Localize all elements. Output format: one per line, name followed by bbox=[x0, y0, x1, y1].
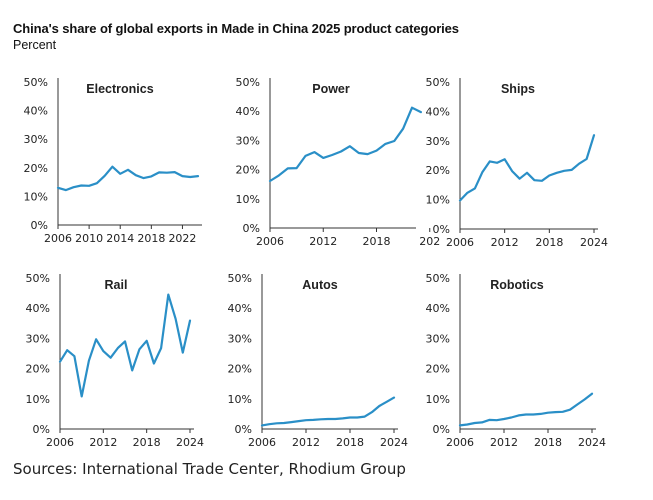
y-tick-label: 30% bbox=[24, 133, 48, 146]
y-tick-label: 50% bbox=[26, 272, 50, 285]
y-tick-label: 20% bbox=[24, 162, 48, 175]
y-tick-label: 50% bbox=[426, 76, 450, 89]
y-tick-label: 40% bbox=[236, 105, 260, 118]
x-tick-label: 2018 bbox=[363, 235, 391, 248]
source-note: Sources: International Trade Center, Rho… bbox=[13, 460, 406, 478]
y-tick-label: 10% bbox=[228, 393, 252, 406]
x-tick-label: 2010 bbox=[75, 232, 103, 245]
y-tick-label: 0% bbox=[31, 219, 48, 232]
series-line bbox=[268, 106, 422, 183]
y-tick-label: 10% bbox=[426, 393, 450, 406]
series-line bbox=[56, 165, 200, 192]
x-tick-label: 2018 bbox=[535, 236, 563, 249]
panel-rail: Rail 0% 10% 20% 30% 40% 50% 2006 2012 2018 2024 bbox=[26, 272, 204, 449]
chart-subtitle: Percent bbox=[13, 38, 57, 52]
y-tick-label: 20% bbox=[228, 363, 252, 376]
x-tick-label: 2012 bbox=[309, 235, 337, 248]
series-line bbox=[260, 396, 396, 427]
series-line bbox=[458, 392, 594, 427]
x-tick-label: 2006 bbox=[248, 436, 276, 449]
y-tick-label: 20% bbox=[426, 363, 450, 376]
y-tick-label: 20% bbox=[426, 164, 450, 177]
x-tick-label: 2014 bbox=[106, 232, 134, 245]
x-tick-label: 2006 bbox=[46, 436, 74, 449]
y-tick-label: 0% bbox=[433, 423, 450, 436]
y-tick-label: 40% bbox=[24, 105, 48, 118]
x-tick-label: 2018 bbox=[534, 436, 562, 449]
y-tick-label: 40% bbox=[426, 105, 450, 118]
y-tick-label: 10% bbox=[426, 194, 450, 207]
panel-robotics: Robotics 0% 10% 20% 30% 40% 50% 2006 2012 2018 202… bbox=[426, 272, 606, 449]
x-tick-label: 2018 bbox=[133, 436, 161, 449]
y-tick-label: 10% bbox=[26, 393, 50, 406]
y-tick-label: 0% bbox=[235, 423, 252, 436]
panel-title: Ships bbox=[501, 82, 535, 96]
chart-title: China's share of global exports in Made … bbox=[13, 21, 459, 36]
x-tick-label: 2024 bbox=[380, 436, 408, 449]
series-line bbox=[58, 293, 192, 398]
panel-electronics: Electronics 0% 10% 20% 30% 40% 50% 2006 2010 2014… bbox=[24, 76, 202, 245]
x-tick-label: 202 bbox=[419, 235, 440, 248]
x-tick-label: 2012 bbox=[292, 436, 320, 449]
y-tick-label: 40% bbox=[26, 302, 50, 315]
x-tick-label: 2006 bbox=[446, 236, 474, 249]
y-tick-label: 0% bbox=[33, 423, 50, 436]
x-tick-label: 2018 bbox=[137, 232, 165, 245]
y-tick-label: 50% bbox=[228, 272, 252, 285]
panel-title: Rail bbox=[105, 278, 128, 292]
x-tick-label: 2022 bbox=[168, 232, 196, 245]
x-tick-label: 2006 bbox=[446, 436, 474, 449]
panel-power: Power 0% 10% 20% 30% 40% 50% 2006 2012 2018 202 bbox=[236, 76, 441, 248]
x-tick-label: 2012 bbox=[89, 436, 117, 449]
y-tick-label: 40% bbox=[426, 302, 450, 315]
y-tick-label: 20% bbox=[236, 164, 260, 177]
x-tick-label: 2012 bbox=[490, 436, 518, 449]
series-line bbox=[458, 134, 596, 202]
x-tick-label: 2024 bbox=[580, 236, 608, 249]
y-tick-label: 0% bbox=[433, 223, 450, 236]
x-tick-label: 2006 bbox=[256, 235, 284, 248]
x-tick-label: 2006 bbox=[44, 232, 72, 245]
y-tick-label: 10% bbox=[236, 193, 260, 206]
panel-title: Electronics bbox=[86, 82, 153, 96]
y-tick-label: 50% bbox=[236, 76, 260, 89]
y-tick-label: 10% bbox=[24, 190, 48, 203]
x-tick-label: 2018 bbox=[336, 436, 364, 449]
panel-title: Autos bbox=[302, 278, 337, 292]
y-tick-label: 40% bbox=[228, 302, 252, 315]
panel-title: Power bbox=[312, 82, 350, 96]
y-tick-label: 30% bbox=[426, 135, 450, 148]
y-tick-label: 50% bbox=[24, 76, 48, 89]
y-tick-label: 30% bbox=[228, 332, 252, 345]
y-tick-label: 30% bbox=[426, 332, 450, 345]
y-tick-label: 30% bbox=[26, 332, 50, 345]
x-tick-label: 2024 bbox=[176, 436, 204, 449]
y-tick-label: 30% bbox=[236, 134, 260, 147]
panel-title: Robotics bbox=[490, 278, 544, 292]
y-tick-label: 0% bbox=[243, 222, 260, 235]
panel-ships: Ships 0% 10% 20% 30% 40% 50% 2006 2012 2018 2024 bbox=[426, 76, 608, 249]
x-tick-label: 2024 bbox=[578, 436, 606, 449]
y-tick-label: 50% bbox=[426, 272, 450, 285]
y-tick-label: 20% bbox=[26, 363, 50, 376]
x-tick-label: 2012 bbox=[491, 236, 519, 249]
panel-autos: Autos 0% 10% 20% 30% 40% 50% 2006 2012 2018 2024 bbox=[228, 272, 408, 449]
